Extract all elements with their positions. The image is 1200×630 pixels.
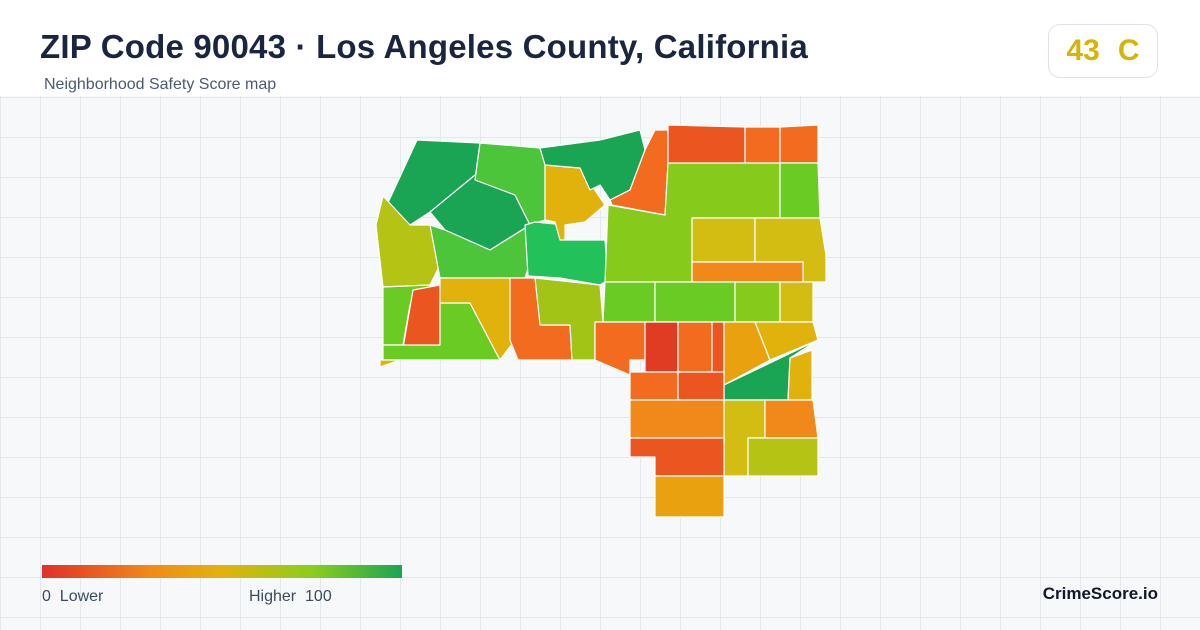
legend-max-text: Higher [249, 588, 297, 605]
map-region[interactable] [379, 359, 401, 368]
map-region[interactable] [691, 261, 804, 283]
map-region[interactable] [524, 221, 609, 286]
score-grade: C [1117, 34, 1140, 67]
page-title: ZIP Code 90043 · Los Angeles County, Cal… [40, 28, 808, 65]
score-value: 43 [1066, 34, 1100, 67]
map-region[interactable] [747, 437, 819, 477]
safety-score-badge: 43 C [1048, 24, 1158, 78]
map-region[interactable] [779, 124, 819, 164]
map-region[interactable] [677, 371, 725, 401]
map-region[interactable] [744, 126, 781, 166]
map-region[interactable] [654, 475, 725, 518]
map-region[interactable] [654, 281, 736, 323]
legend-min-label: 0 Lower [42, 588, 103, 606]
page-subtitle: Neighborhood Safety Score map [44, 76, 277, 93]
map-region[interactable] [779, 162, 821, 219]
legend-max-value: 100 [305, 588, 332, 605]
map-region[interactable] [629, 371, 679, 401]
map-region[interactable] [667, 124, 746, 166]
legend-max-label: Higher 100 [249, 588, 332, 606]
header-bar: ZIP Code 90043 · Los Angeles County, Cal… [0, 0, 1200, 96]
map-region[interactable] [629, 437, 725, 477]
legend-color-bar [42, 565, 402, 578]
map-region[interactable] [594, 321, 646, 376]
legend-min-text: Lower [59, 588, 104, 605]
map-region[interactable] [711, 321, 725, 376]
map-region[interactable] [787, 349, 813, 401]
brand-logo-text[interactable]: CrimeScore.io [1042, 584, 1158, 603]
map-region[interactable] [602, 281, 656, 323]
map-region[interactable] [734, 281, 781, 323]
map-region[interactable] [677, 321, 713, 373]
map-region[interactable] [691, 217, 756, 263]
map-region[interactable] [644, 321, 679, 373]
map-region[interactable] [629, 399, 725, 439]
map-region[interactable] [764, 399, 819, 439]
legend-min-value: 0 [42, 588, 51, 605]
map-region[interactable] [779, 281, 814, 323]
